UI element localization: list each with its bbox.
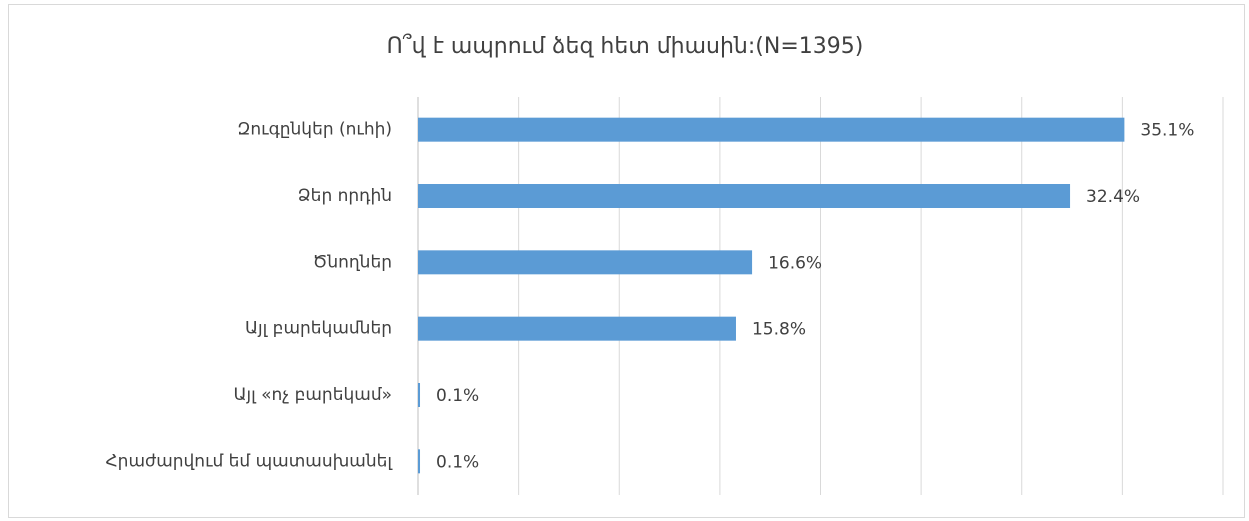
y-tick-label: Այլ բարեկամներ: [245, 319, 392, 339]
bar: [418, 250, 753, 275]
y-tick-label: Հրաժարվում եմ պատասխանել: [106, 451, 394, 471]
data-label: 35.1%: [1140, 121, 1194, 141]
y-tick-label: Այլ «ոչ բարեկամ»: [233, 385, 392, 405]
data-label: 15.8%: [752, 320, 806, 340]
bar: [418, 383, 421, 407]
bar: [418, 117, 1125, 142]
y-tick-label: Ձեր որդին: [298, 186, 392, 206]
data-label: 32.4%: [1086, 187, 1140, 207]
bar: [418, 316, 736, 341]
data-label: 0.1%: [436, 386, 479, 406]
y-tick-label: Զուգընկեր (ուհի): [237, 120, 392, 140]
y-tick-label: Ծնողներ: [313, 252, 392, 272]
data-label: 16.6%: [768, 253, 822, 273]
bar: [418, 449, 421, 474]
data-label: 0.1%: [436, 452, 479, 472]
bar: [418, 184, 1071, 208]
chart-title: Ո՞վ է ապրում ձեզ հետ միասին:(N=1395): [387, 34, 864, 59]
